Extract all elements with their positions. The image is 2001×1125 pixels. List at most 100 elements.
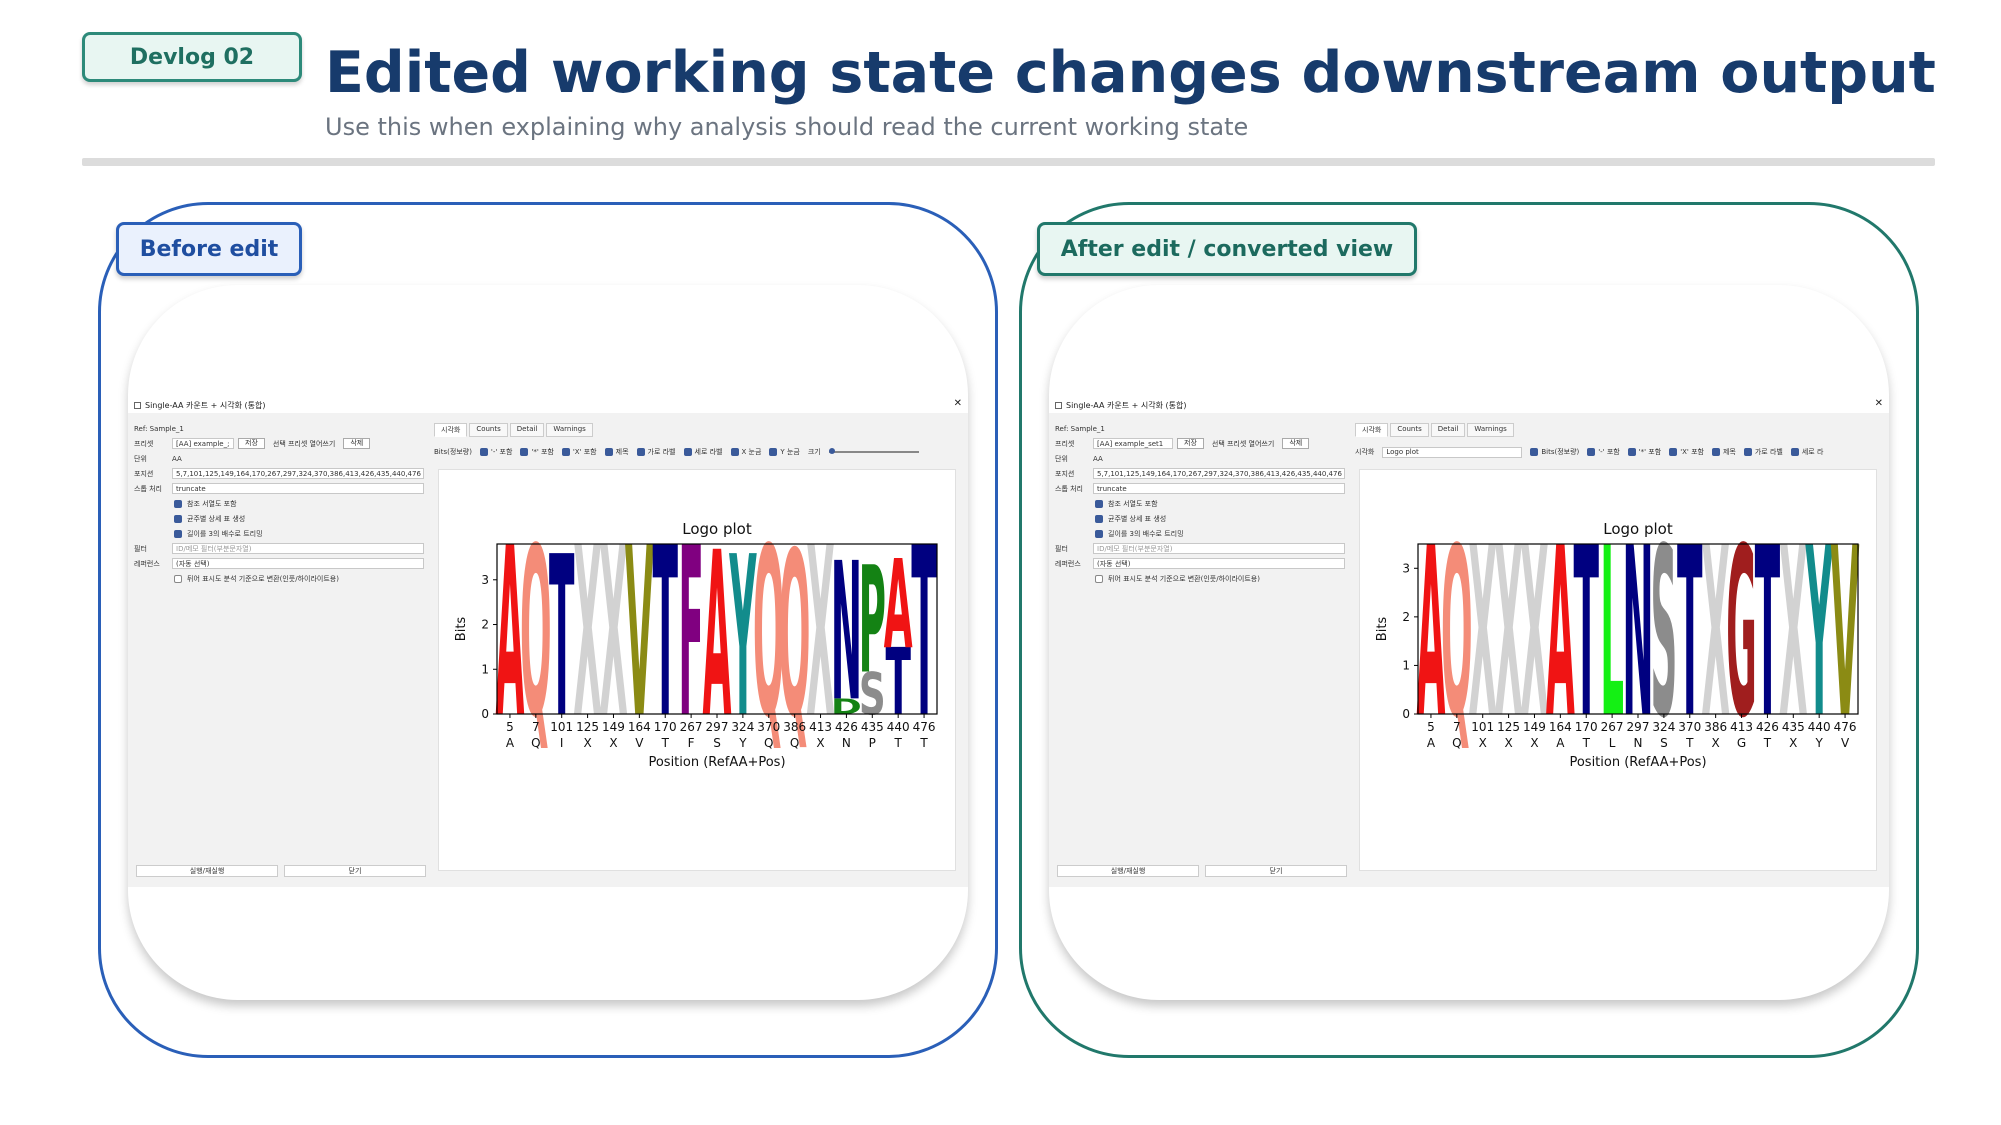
save-button[interactable]: 저장 [1177,438,1204,449]
tab-bar: 시각화 Counts Detail Warnings [1355,423,1514,437]
x-tick-refaa: G [1737,736,1746,750]
stop-key: 스톱 처리 [1055,484,1083,493]
check-include-ref[interactable]: 참조 서열도 포함 [134,496,424,511]
option-x[interactable]: 'X' 포함 [561,447,597,457]
filter-input[interactable]: ID/메모 필터(부분문자열) [172,543,424,554]
tab-visualization[interactable]: 시각화 [1355,423,1389,437]
save-button[interactable]: 저장 [238,438,265,449]
x-tick-refaa: I [560,736,564,750]
x-tick-refaa: T [1685,736,1694,750]
chart-title: Logo plot [682,520,752,538]
option-dash[interactable]: '-' 포함 [479,447,512,457]
option-title[interactable]: 제목 [1711,447,1736,457]
option-bits[interactable]: Bits(정보량) [434,448,472,456]
close-icon[interactable]: ✕ [953,398,962,409]
y-tick-label: 1 [1402,658,1410,672]
positions-input[interactable]: 5,7,101,125,149,164,170,267,297,324,370,… [172,468,424,479]
close-button[interactable]: 닫기 [284,865,426,877]
check-convert[interactable]: 뒤어 표시도 분석 기준으로 변환(인풋/하이라이트용) [1055,571,1345,586]
logo-letter: P [859,536,886,707]
preset-select[interactable]: [AA] example_; [172,438,234,449]
logo-letter: Q [779,505,811,769]
check-trim[interactable]: 길이를 3의 배수로 트리밍 [1055,526,1345,541]
check-include-ref[interactable]: 참조 서열도 포함 [1055,496,1345,511]
y-tick-label: 0 [1402,707,1410,721]
option-bits[interactable]: Bits(정보량) [1530,447,1579,457]
x-tick-refaa: V [635,736,644,750]
unit-value: AA [172,454,182,463]
delete-button[interactable]: 삭제 [343,438,371,449]
delete-button[interactable]: 삭제 [1282,438,1310,449]
x-tick-refaa: A [1427,736,1436,750]
logo-letter: A [884,535,913,677]
run-button[interactable]: 실행/재실행 [136,865,278,877]
x-tick-position: 435 [861,720,884,734]
preset-select[interactable]: [AA] example_set1 [1093,438,1173,449]
tab-detail[interactable]: Detail [1430,423,1466,437]
tab-detail[interactable]: Detail [509,423,545,437]
page-title: Edited working state changes downstream … [325,40,1936,106]
tab-warnings[interactable]: Warnings [1467,423,1514,437]
x-tick-position: 149 [602,720,625,734]
tab-counts[interactable]: Counts [469,423,508,437]
x-tick-refaa: Q [764,736,773,750]
option-ytick[interactable]: Y 눈금 [769,447,800,457]
filter-input[interactable]: ID/메모 필터(부분문자열) [1093,543,1345,554]
option-dash[interactable]: '-' 포함 [1587,447,1620,457]
x-tick-refaa: X [1479,736,1487,750]
option-ylabel[interactable]: 세로 라벨 [683,447,723,457]
reference-select[interactable]: (자동 선택) [1093,558,1345,569]
check-trim[interactable]: 길이를 3의 배수로 트리밍 [134,526,424,541]
x-tick-position: 267 [680,720,703,734]
tab-warnings[interactable]: Warnings [546,423,593,437]
open-preset-button[interactable]: 선택 프리셋 열어쓰기 [1211,439,1275,448]
option-xlabel[interactable]: 가로 라벨 [636,447,676,457]
option-star[interactable]: '*' 포함 [1627,447,1661,457]
x-tick-refaa: T [919,736,928,750]
x-tick-position: 149 [1523,720,1546,734]
check-label: 균주별 상세 표 생성 [187,514,246,523]
stop-select[interactable]: truncate [172,483,424,494]
check-detail-table[interactable]: 균주별 상세 표 생성 [134,511,424,526]
x-tick-position: 125 [576,720,599,734]
positions-input[interactable]: 5,7,101,125,149,164,170,267,297,324,370,… [1093,468,1345,479]
page-subtitle: Use this when explaining why analysis sh… [325,113,1249,141]
option-title[interactable]: 제목 [604,447,629,457]
app-icon [134,401,141,409]
run-button[interactable]: 실행/재실행 [1057,865,1199,877]
viz-select[interactable]: Logo plot [1382,446,1523,458]
option-star[interactable]: '*' 포함 [520,447,554,457]
x-tick-refaa: X [1789,736,1797,750]
logo-letter: T [549,510,574,767]
stop-select[interactable]: truncate [1093,483,1345,494]
logo-letter: A [703,505,732,769]
open-preset-button[interactable]: 선택 프리셋 열어쓰기 [272,439,336,448]
check-label: 참조 서열도 포함 [187,499,237,508]
x-tick-refaa: Y [1815,736,1824,750]
x-tick-refaa: T [1763,736,1772,750]
x-tick-position: 125 [1497,720,1520,734]
unit-value: AA [1093,454,1103,463]
y-tick-label: 2 [1402,610,1410,624]
y-tick-label: 3 [1402,561,1410,575]
close-button[interactable]: 닫기 [1205,865,1347,877]
size-slider[interactable] [828,448,919,454]
check-convert[interactable]: 뒤어 표시도 분석 기준으로 변환(인풋/하이라이트용) [134,571,424,586]
window-titlebar: Single-AA 카운트 + 시각화 (통합) ✕ [1049,397,1889,413]
tab-counts[interactable]: Counts [1390,423,1429,437]
reference-select[interactable]: (자동 선택) [172,558,424,569]
x-tick-position: 164 [628,720,651,734]
option-xtick[interactable]: X 눈금 [730,447,761,457]
before-screenshot-frame: Single-AA 카운트 + 시각화 (통합) ✕ Ref: Sample_1… [128,285,968,1000]
close-icon[interactable]: ✕ [1874,398,1883,409]
checkbox-icon [1095,529,1103,538]
option-ylabel[interactable]: 세로 라 [1790,447,1823,457]
check-label: 길이를 3의 배수로 트리밍 [1108,529,1184,538]
check-detail-table[interactable]: 균주별 상세 표 생성 [1055,511,1345,526]
x-tick-position: 170 [654,720,677,734]
option-xlabel[interactable]: 가로 라벨 [1743,447,1783,457]
tab-visualization[interactable]: 시각화 [434,423,468,437]
option-x[interactable]: 'X' 포함 [1669,447,1704,457]
x-tick-refaa: L [1609,736,1616,750]
